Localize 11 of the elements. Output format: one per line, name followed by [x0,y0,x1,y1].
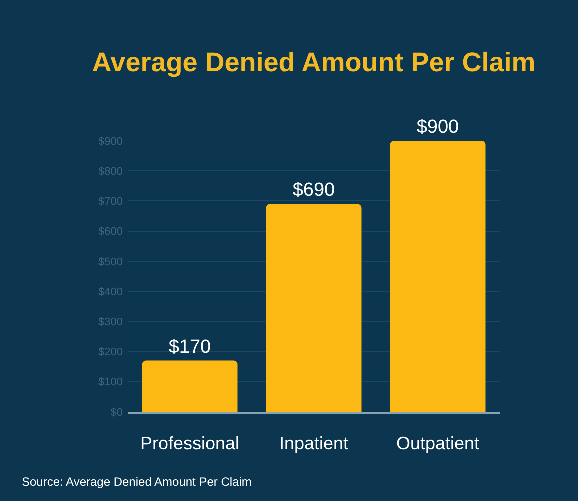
chart-title: Average Denied Amount Per Claim [92,47,536,78]
data-label: $900 [416,117,460,138]
source-note: Source: Average Denied Amount Per Claim [22,475,252,489]
x-tick-label: Outpatient [396,433,480,454]
data-label: $690 [292,180,336,202]
bar [142,360,238,412]
bar [390,141,486,412]
data-label: $170 [168,336,212,358]
x-tick-label: Inpatient [279,433,349,454]
x-tick-label: Professional [140,433,240,454]
bar [266,204,362,412]
